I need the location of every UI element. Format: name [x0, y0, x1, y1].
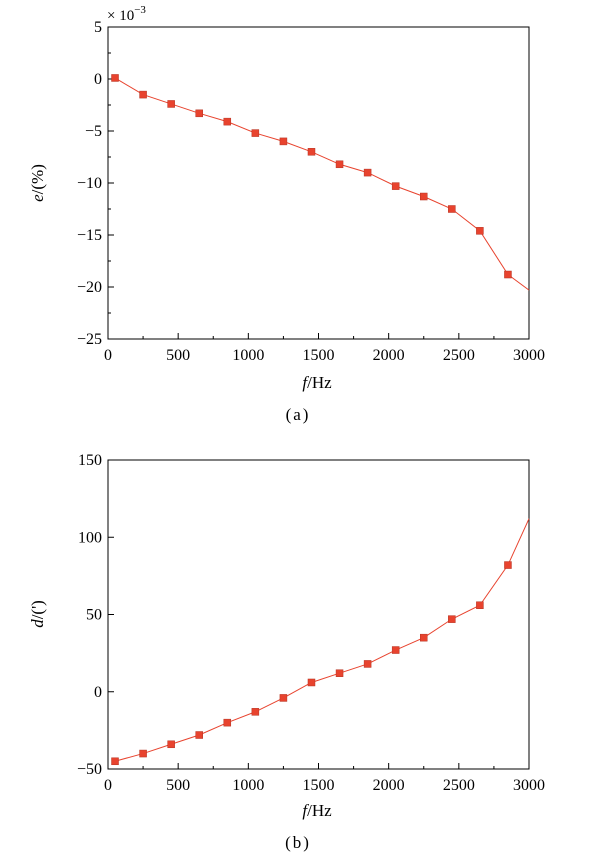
series-line-a — [114, 77, 530, 291]
y-tick-label: 150 — [78, 452, 102, 469]
panel-a: 0 500 1000 1500 2000 2500 3000 −25 −20 −15 −10 −5 0… — [28, 4, 545, 424]
axis-ticks-b — [107, 459, 530, 770]
data-point-marker — [167, 740, 175, 749]
x-tick-labels-b: 0 500 1000 1500 2000 2500 3000 — [104, 777, 545, 794]
y-tick-label: 0 — [94, 684, 102, 701]
y-tick-label: −50 — [77, 761, 102, 778]
x-tick-label: 1500 — [303, 777, 335, 794]
x-axis-label-a: f/Hz — [302, 373, 332, 392]
data-point-marker — [363, 660, 372, 668]
x-tick-label: 2500 — [443, 347, 475, 364]
data-point-marker — [167, 100, 175, 108]
x-tick-label: 1000 — [232, 777, 264, 794]
panel-label-a: (a) — [286, 405, 311, 424]
data-point-marker — [420, 192, 428, 201]
x-axis-label-b: f/Hz — [302, 801, 332, 820]
x-tick-label: 500 — [166, 777, 190, 794]
y-tick-labels-b: −50 0 50 100 150 — [77, 452, 102, 778]
x-tick-label: 500 — [166, 347, 190, 364]
series-line-b — [114, 518, 530, 762]
x-tick-label: 3000 — [513, 347, 545, 364]
data-point-marker — [223, 117, 232, 126]
data-point-marker — [223, 718, 232, 727]
data-point-marker — [476, 227, 484, 235]
series-markers-b — [111, 561, 512, 766]
y-tick-label: 0 — [94, 71, 102, 88]
y-axis-label-a: e/(%) — [28, 164, 47, 202]
data-point-marker — [139, 749, 147, 758]
x-tick-label: 2000 — [373, 347, 405, 364]
x-tick-label: 2500 — [443, 777, 475, 794]
y-tick-label: 100 — [78, 529, 102, 546]
y-tick-label: −15 — [77, 227, 102, 244]
y-tick-label: −10 — [77, 175, 102, 192]
data-point-marker — [251, 708, 260, 716]
data-point-marker — [279, 694, 288, 702]
x-tick-label: 0 — [104, 777, 112, 794]
data-point-marker — [363, 168, 372, 177]
data-point-marker — [195, 731, 203, 739]
multiplier-label: × 10−3 — [107, 4, 146, 24]
data-point-marker — [391, 646, 400, 654]
data-point-marker — [111, 757, 119, 766]
y-tick-labels-a: −25 −20 −15 −10 −5 0 5 — [77, 19, 102, 348]
data-point-marker — [335, 160, 344, 169]
x-tick-label: 2000 — [373, 777, 405, 794]
data-point-marker — [307, 678, 316, 687]
data-point-marker — [448, 205, 456, 213]
y-tick-label: −25 — [77, 331, 102, 348]
y-tick-label: −20 — [77, 279, 102, 296]
x-tick-label: 0 — [104, 347, 112, 364]
plot-area-b — [107, 459, 530, 770]
y-tick-label: −5 — [85, 123, 102, 140]
data-point-marker — [504, 270, 512, 279]
data-point-marker — [476, 601, 484, 609]
x-tick-label: 3000 — [513, 777, 545, 794]
x-tick-labels-a: 0 500 1000 1500 2000 2500 3000 — [104, 347, 545, 364]
plot-area-a — [107, 26, 530, 340]
axis-ticks-a — [107, 26, 530, 340]
y-axis-label-b: d/(') — [28, 600, 47, 628]
x-tick-label: 1000 — [232, 347, 264, 364]
y-tick-label: 5 — [94, 19, 102, 36]
data-point-marker — [504, 561, 512, 569]
data-point-marker — [139, 90, 147, 99]
data-point-marker — [448, 615, 456, 623]
multiplier-exponent: −3 — [134, 4, 146, 16]
series-markers-a — [111, 74, 512, 279]
data-point-marker — [335, 669, 344, 677]
panel-label-b: (b) — [285, 833, 311, 852]
data-point-marker — [279, 137, 288, 146]
data-point-marker — [111, 74, 119, 82]
x-tick-label: 1500 — [303, 347, 335, 364]
data-point-marker — [251, 129, 260, 137]
data-point-marker — [307, 148, 316, 156]
data-point-marker — [420, 633, 428, 642]
data-point-marker — [195, 109, 203, 118]
y-tick-label: 50 — [86, 607, 102, 624]
data-point-marker — [391, 182, 400, 190]
